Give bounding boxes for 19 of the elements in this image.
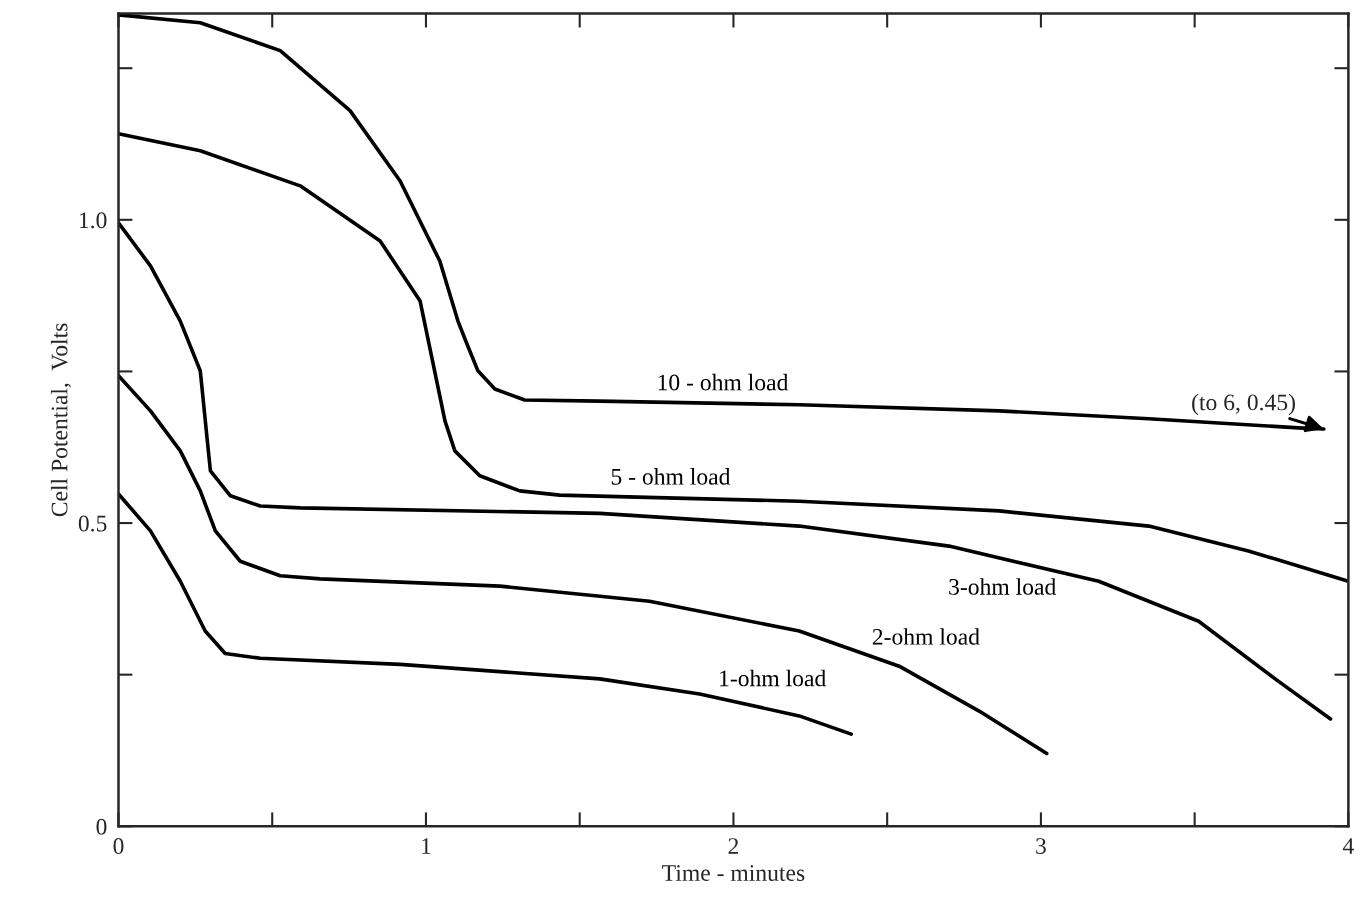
series-label: 1-ohm load bbox=[720, 669, 826, 687]
x-tick-label: 0 bbox=[113, 838, 124, 855]
x-tick-label: 2 bbox=[728, 838, 739, 854]
annotation: (to 6, 0.45) bbox=[1192, 393, 1295, 416]
x-axis-title: Time - minutes bbox=[662, 865, 805, 881]
series-label: 5 - ohm load bbox=[611, 468, 731, 485]
series-label: 3-ohm load bbox=[949, 578, 1056, 595]
series-label: 10 - ohm load bbox=[658, 373, 789, 391]
line-series bbox=[118, 221, 1333, 721]
y-tick-label: 1.0 bbox=[79, 212, 107, 229]
series-label: 2-ohm load bbox=[872, 628, 980, 645]
line-series bbox=[118, 13, 1326, 431]
x-tick-label: 1 bbox=[422, 838, 431, 854]
y-tick-label: 0.5 bbox=[78, 515, 107, 532]
y-tick-label: 0 bbox=[96, 818, 107, 835]
line-series bbox=[118, 492, 854, 736]
y-axis-title: Cell Potential, Volts bbox=[50, 323, 71, 517]
x-tick-label: 4 bbox=[1342, 838, 1354, 854]
x-tick-label: 3 bbox=[1036, 838, 1046, 855]
